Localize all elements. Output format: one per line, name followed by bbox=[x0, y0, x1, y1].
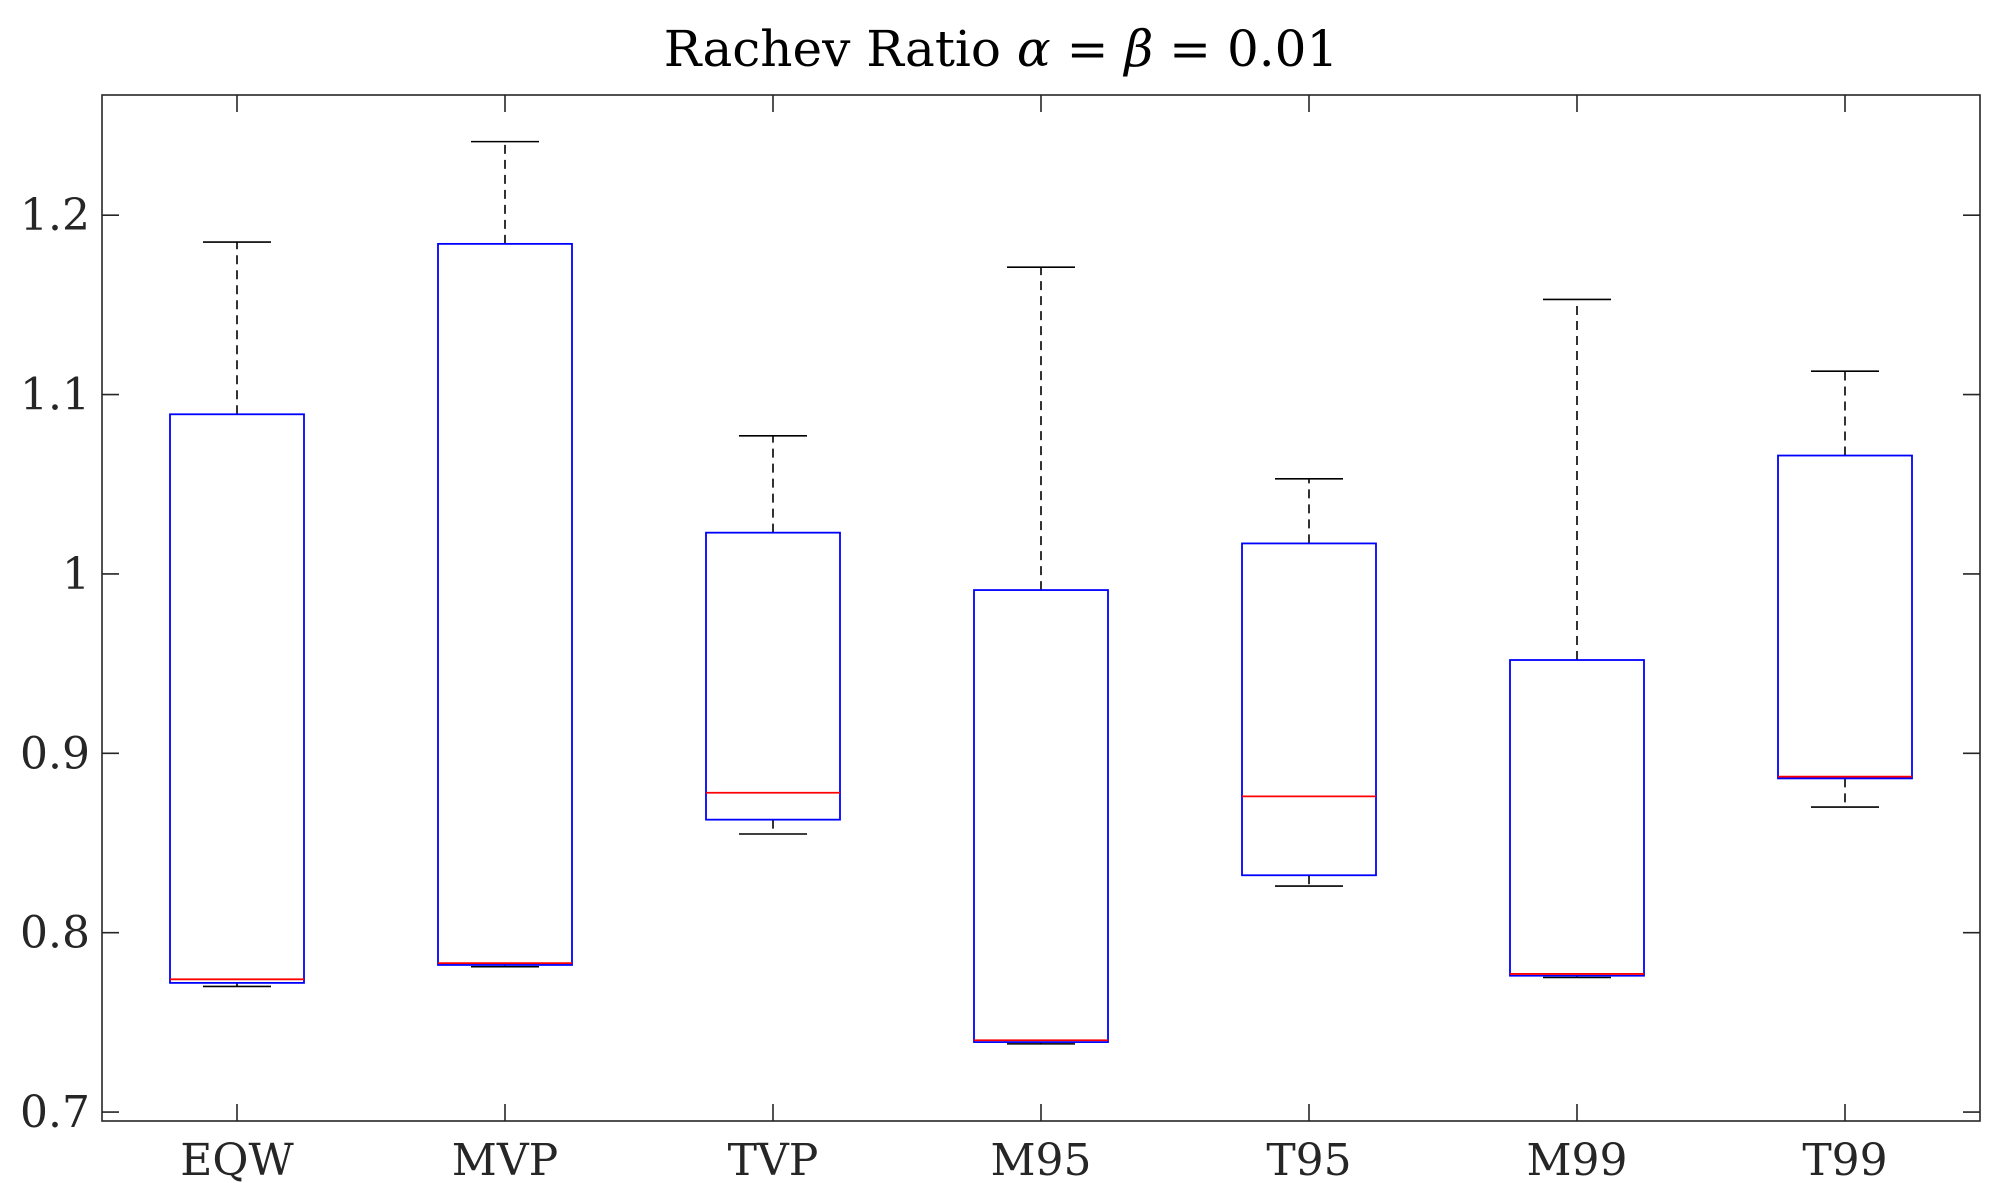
box bbox=[1509, 659, 1645, 977]
box-group-mvp bbox=[437, 140, 573, 968]
box bbox=[1241, 542, 1377, 877]
box bbox=[169, 413, 305, 984]
x-tick-label-eqw: EQW bbox=[180, 1135, 294, 1183]
title-eq1: = bbox=[1051, 20, 1125, 78]
y-axis: 0.7 0.8 0.9 1 1.1 1.2 bbox=[20, 190, 1980, 1138]
title-eq2: = bbox=[1153, 20, 1227, 78]
box-group-m95 bbox=[973, 266, 1109, 1045]
box bbox=[1777, 454, 1913, 780]
x-tick-label-m99: M99 bbox=[1526, 1135, 1627, 1183]
chart-title: Rachev Ratio α = β = 0.01 bbox=[664, 20, 1339, 78]
x-tick-label-t99: T99 bbox=[1802, 1135, 1887, 1183]
x-tick-label-mvp: MVP bbox=[452, 1135, 558, 1183]
plot-frame bbox=[101, 94, 1981, 1122]
title-value: 0.01 bbox=[1227, 20, 1338, 78]
y-tick-label: 1.2 bbox=[20, 190, 90, 241]
boxes bbox=[169, 140, 1913, 1045]
x-tick-label-m95: M95 bbox=[990, 1135, 1091, 1183]
x-tick-label-t95: T95 bbox=[1266, 1135, 1351, 1183]
box-group-tvp bbox=[705, 435, 841, 835]
y-tick-label: 1 bbox=[62, 549, 90, 600]
y-tick-label: 0.8 bbox=[20, 908, 90, 959]
x-tick-label-tvp: TVP bbox=[728, 1135, 819, 1183]
y-tick-label: 0.9 bbox=[20, 728, 90, 779]
title-beta: β bbox=[1122, 20, 1153, 78]
y-tick-label: 0.7 bbox=[20, 1087, 90, 1138]
title-alpha: α bbox=[1017, 20, 1051, 78]
box-group-eqw bbox=[169, 241, 305, 988]
box bbox=[705, 531, 841, 821]
title-prefix: Rachev Ratio bbox=[664, 20, 1017, 78]
box bbox=[973, 589, 1109, 1043]
box bbox=[437, 242, 573, 966]
box-group-t95 bbox=[1241, 478, 1377, 887]
x-axis: EQW MVP TVP M95 T95 M99 T99 bbox=[180, 95, 1888, 1183]
y-tick-label: 1.1 bbox=[20, 370, 90, 421]
box-group-m99 bbox=[1509, 298, 1645, 979]
box-group-t99 bbox=[1777, 370, 1913, 808]
